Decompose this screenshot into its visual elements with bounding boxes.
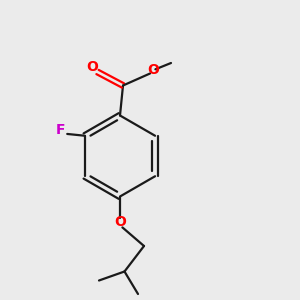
Text: O: O [148, 63, 160, 77]
Text: O: O [114, 215, 126, 229]
Text: F: F [56, 123, 66, 137]
Text: O: O [86, 60, 98, 74]
